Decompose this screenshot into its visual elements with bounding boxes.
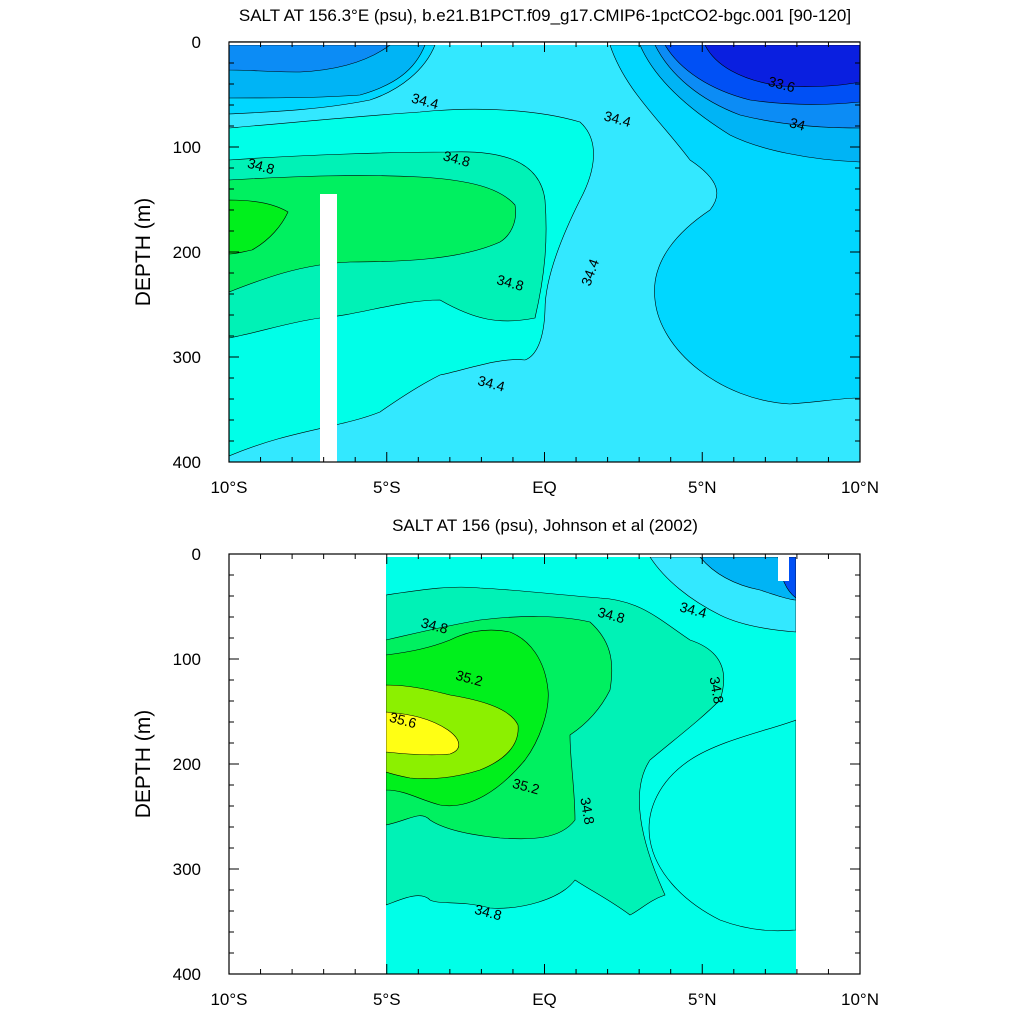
contour-label: 34.8 [473, 901, 504, 924]
contour-label: 34.8 [441, 147, 472, 170]
y-tick-label: 0 [192, 545, 201, 564]
y-tick-label: 0 [192, 33, 201, 52]
bottom-band-35.6 [386, 711, 460, 756]
x-tick-label: EQ [532, 990, 557, 1009]
contour-label: 34.8 [246, 155, 277, 178]
x-tick-label: 5°N [688, 478, 717, 497]
bottom-panel: SALT AT 156 (psu), Johnson et al (2002) [132, 516, 879, 1009]
x-tick-label: 5°S [373, 990, 401, 1009]
contour-label: 34 [788, 114, 807, 134]
contour-label: 34.8 [707, 675, 728, 705]
bottom-axes: 10°S 5°S EQ 5°N 10°N 0 100 200 300 400 [173, 545, 879, 1009]
x-tick-label: 10°S [210, 990, 247, 1009]
top-chart-title: SALT AT 156.3°E (psu), b.e21.B1PCT.f09_g… [239, 6, 851, 25]
top-band-35.2 [229, 199, 289, 255]
contour-label: 35.6 [388, 709, 419, 732]
bottom-band-deep-34.6 [648, 719, 796, 932]
bottom-band-35.4 [386, 684, 519, 780]
contour-label: 35.2 [454, 667, 485, 690]
top-panel: SALT AT 156.3°E (psu), b.e21.B1PCT.f09_g… [132, 6, 879, 497]
top-band-33.4 [704, 45, 860, 87]
y-tick-label: 400 [173, 453, 201, 472]
top-band-sw-33.8 [229, 45, 391, 73]
top-contour-fill [229, 45, 860, 462]
x-tick-label: 10°S [210, 478, 247, 497]
contour-label: 34.8 [596, 604, 627, 627]
bottom-contour-fill [386, 557, 796, 974]
x-tick-label: 5°N [688, 990, 717, 1009]
x-tick-label: 5°S [373, 478, 401, 497]
bottom-contour-labels: 34.4 34.8 34.8 34.8 34.8 34.8 35.2 35.2 35.6 [388, 599, 728, 924]
y-tick-label: 300 [173, 348, 201, 367]
contour-label: 35.2 [511, 775, 542, 798]
contour-label: 34.8 [419, 614, 450, 637]
y-tick-label: 300 [173, 860, 201, 879]
bottom-chart-title: SALT AT 156 (psu), Johnson et al (2002) [392, 516, 698, 535]
y-tick-label: 200 [173, 755, 201, 774]
top-missing-column [320, 194, 337, 462]
bottom-y-axis-label: DEPTH (m) [132, 710, 155, 819]
contour-label: 34.8 [577, 796, 598, 826]
x-tick-label: 10°N [841, 990, 879, 1009]
contour-label: 34.4 [602, 108, 633, 131]
contour-label: 33.6 [766, 73, 797, 96]
x-tick-label: 10°N [841, 478, 879, 497]
y-tick-label: 100 [173, 138, 201, 157]
top-axes: 10°S 5°S EQ 5°N 10°N 0 100 200 300 400 [173, 33, 879, 497]
bottom-missing-cell [778, 557, 789, 581]
contour-label: 34.4 [476, 372, 507, 395]
y-tick-label: 400 [173, 965, 201, 984]
y-tick-label: 100 [173, 650, 201, 669]
contour-label: 34.8 [495, 271, 526, 294]
y-tick-label: 200 [173, 243, 201, 262]
x-tick-label: EQ [532, 478, 557, 497]
bottom-band-34.2 [699, 557, 796, 601]
contour-label: 34.4 [678, 599, 709, 622]
top-y-axis-label: DEPTH (m) [132, 198, 155, 307]
contour-label: 34.4 [410, 90, 441, 113]
